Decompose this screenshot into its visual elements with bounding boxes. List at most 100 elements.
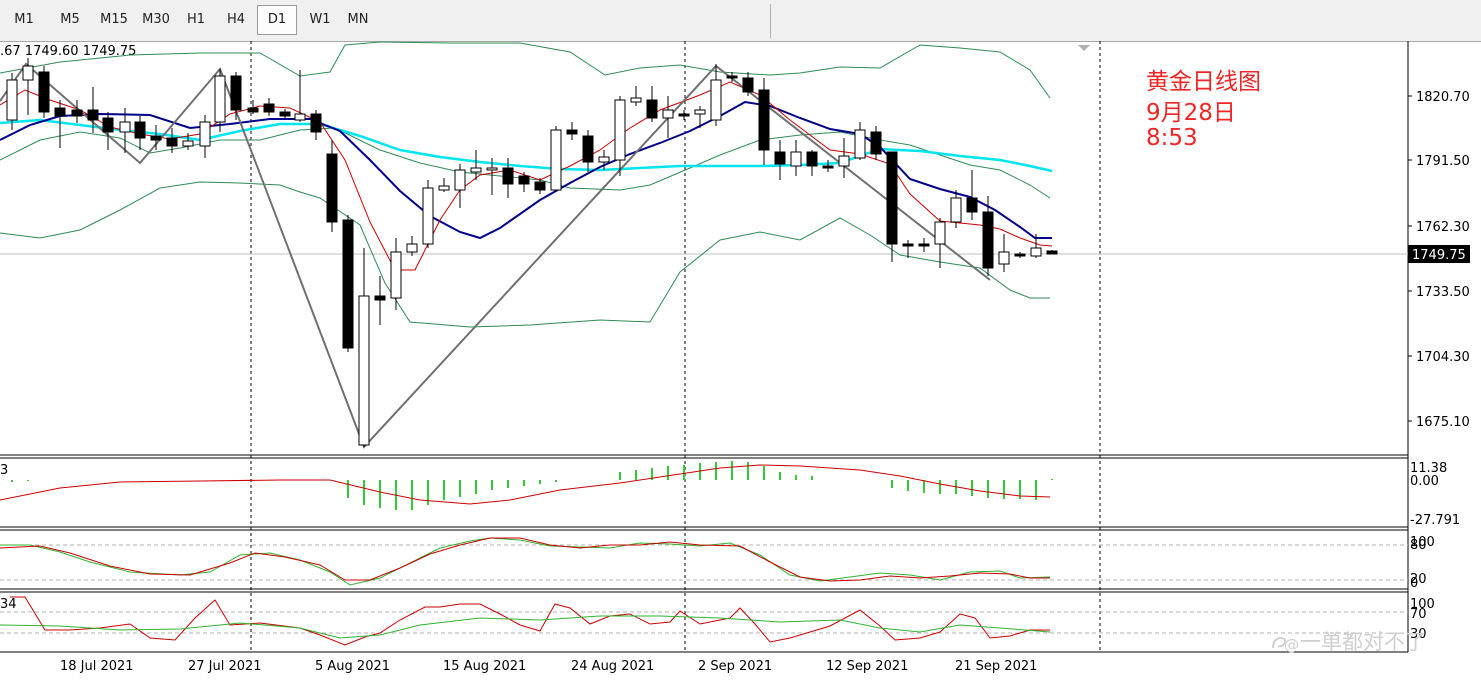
bearish-candle (678, 113, 690, 117)
bearish-candle (247, 107, 259, 113)
bearish-candle (326, 153, 338, 223)
bullish-candle (6, 79, 18, 121)
timeframe-h1-button[interactable]: H1 (186, 12, 206, 27)
bearish-candle (646, 99, 658, 119)
bullish-candle (470, 167, 482, 173)
bullish-candle (22, 65, 34, 81)
bearish-candle (534, 181, 546, 191)
mid-moving-average-line (0, 100, 1052, 240)
current-price-box (1408, 245, 1470, 263)
rsi-tick-label: 100 (1410, 597, 1435, 612)
timeframe-toolbar: M1 M5 M15 M30 H1 H4 D1 W1 MN (0, 0, 1481, 42)
timeframe-m5-button[interactable]: M5 (60, 12, 80, 27)
timeframe-d1-button[interactable]: D1 (257, 5, 297, 35)
bullish-candle (119, 121, 131, 133)
price-tick-label: 1820.70 (1416, 90, 1470, 105)
bullish-candle (486, 167, 498, 171)
price-tick-label: 1704.30 (1416, 350, 1470, 365)
annotation-time: 8:53 (1146, 125, 1198, 151)
date-tick-label: 15 Aug 2021 (443, 659, 526, 674)
timeframe-m30-button[interactable]: M30 (142, 12, 170, 27)
bullish-candle (934, 221, 946, 245)
bullish-candle (838, 155, 850, 167)
rsi-slow-line (0, 615, 1051, 639)
stoch-tick-label: 80 (1410, 538, 1427, 553)
bullish-candle (662, 109, 674, 119)
bearish-candle (279, 111, 291, 117)
bullish-candle (406, 243, 418, 253)
timeframe-w1-button[interactable]: W1 (309, 12, 331, 27)
bearish-candle (566, 129, 578, 135)
bearish-candle (742, 77, 754, 93)
bullish-candle (422, 187, 434, 245)
bearish-candle (1014, 253, 1026, 257)
macd-histogram (11, 461, 1053, 510)
bearish-candle (966, 197, 978, 213)
rsi-fast-line (10, 596, 1050, 646)
bearish-candle (342, 219, 354, 349)
timeframe-m1-button[interactable]: M1 (14, 12, 34, 27)
bearish-candle (822, 165, 834, 169)
price-tick-label: 1733.50 (1416, 285, 1470, 300)
stoch-tick-label: 20 (1410, 572, 1427, 587)
bearish-candle (726, 75, 738, 79)
stoch-tick-label: 0 (1410, 576, 1418, 591)
date-tick-label: 2 Sep 2021 (698, 659, 772, 674)
bearish-candle (582, 135, 594, 163)
date-tick-label: 24 Aug 2021 (571, 659, 654, 674)
current-price-label: 1749.75 (1412, 248, 1466, 263)
bearish-candle (102, 117, 114, 133)
bearish-candle (87, 109, 99, 121)
bullish-candle (550, 129, 562, 191)
macd-tick-label: 0.00 (1410, 474, 1439, 489)
bearish-candle (774, 151, 786, 165)
bullish-candle (998, 251, 1010, 265)
chart-shift-marker-icon[interactable] (1078, 45, 1090, 51)
price-tick-label: 1675.10 (1416, 415, 1470, 430)
date-tick-label: 5 Aug 2021 (315, 659, 390, 674)
bearish-candle (374, 295, 386, 301)
price-tick-label: 1791.50 (1416, 154, 1470, 169)
rsi-tick-label: 70 (1410, 607, 1427, 622)
bullish-candle (950, 197, 962, 223)
annotation-date: 9月28日 (1146, 100, 1236, 126)
bollinger-lower-band (0, 181, 1050, 328)
bullish-candle (854, 129, 866, 159)
timeframe-h4-button[interactable]: H4 (226, 12, 246, 27)
bearish-candle (230, 75, 242, 111)
bearish-candle (54, 107, 66, 117)
annotation-title: 黄金日线图 (1146, 69, 1261, 95)
bearish-candle (1046, 250, 1058, 255)
bearish-candle (150, 135, 162, 141)
macd-tick-label: 11.38 (1410, 461, 1447, 476)
svg-text:@: @ (1284, 636, 1299, 654)
bearish-candle (806, 151, 818, 167)
zigzag-line (0, 62, 991, 449)
bullish-candle (614, 99, 626, 161)
stoch-tick-label: 100 (1410, 535, 1435, 550)
bearish-candle (134, 121, 146, 139)
bullish-candle (1030, 247, 1042, 257)
bullish-candle (199, 121, 211, 147)
chart-area[interactable]: 1820.70 1791.50 1762.30 1733.50 1704.30 … (0, 41, 1481, 686)
bullish-candle (598, 156, 610, 163)
bearish-candle (758, 89, 770, 151)
bullish-candle (294, 113, 306, 121)
rsi-label: 34 (0, 597, 17, 612)
bearish-candle (263, 103, 275, 113)
timeframe-mn-button[interactable]: MN (347, 12, 369, 27)
bearish-candle (886, 151, 898, 245)
bullish-candle (438, 185, 450, 191)
bearish-candle (870, 131, 882, 155)
bullish-candle (214, 75, 226, 123)
timeframe-m15-button[interactable]: M15 (100, 12, 128, 27)
bearish-candle (918, 243, 930, 247)
bullish-candle (630, 97, 642, 103)
date-tick-label: 21 Sep 2021 (955, 659, 1037, 674)
date-axis: 18 Jul 2021 27 Jul 2021 5 Aug 2021 15 Au… (60, 659, 1037, 674)
timeframe-group: M1 M5 M15 M30 H1 H4 D1 W1 MN (4, 4, 771, 38)
watermark-text: 一单都对不了 (1300, 630, 1426, 654)
bearish-candle (71, 109, 83, 117)
fast-moving-average-line (0, 81, 1053, 271)
stochastic-signal-line (0, 537, 1050, 582)
